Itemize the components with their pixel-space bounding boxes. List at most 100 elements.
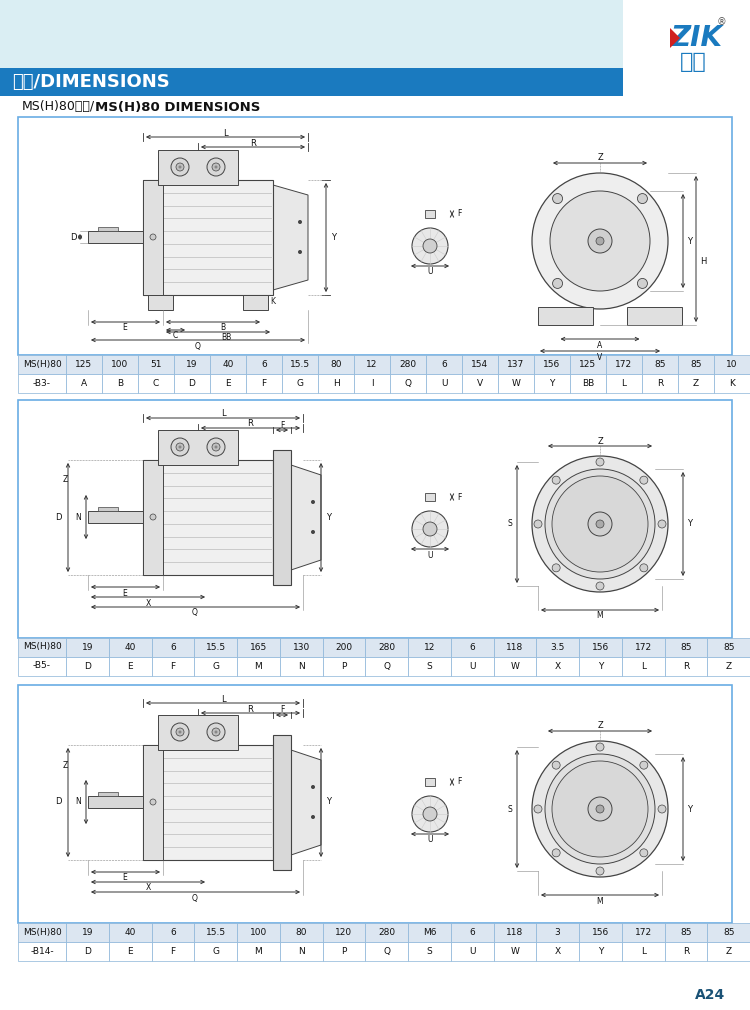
- Circle shape: [532, 741, 668, 877]
- Text: 85: 85: [690, 360, 702, 369]
- Circle shape: [640, 476, 648, 484]
- Text: 10: 10: [726, 360, 738, 369]
- Circle shape: [552, 761, 648, 857]
- Text: S: S: [427, 662, 432, 671]
- Text: 19: 19: [82, 643, 93, 652]
- Bar: [143, 460, 163, 575]
- Circle shape: [171, 158, 189, 176]
- Bar: [622, 656, 664, 676]
- Text: N: N: [298, 947, 304, 956]
- Bar: [237, 656, 280, 676]
- Bar: [426, 374, 462, 393]
- Bar: [322, 656, 365, 676]
- Bar: [322, 638, 365, 657]
- Text: 172: 172: [616, 360, 632, 369]
- Text: L: L: [622, 379, 626, 388]
- Bar: [143, 745, 163, 860]
- Bar: [707, 942, 750, 961]
- Bar: [570, 374, 606, 393]
- Text: F: F: [280, 420, 284, 429]
- Text: N: N: [75, 798, 81, 807]
- Circle shape: [552, 848, 560, 856]
- Bar: [109, 942, 152, 961]
- Text: 200: 200: [335, 643, 352, 652]
- Text: 100: 100: [250, 928, 267, 937]
- Text: MS(H)80: MS(H)80: [22, 642, 62, 651]
- Text: Y: Y: [688, 519, 692, 528]
- Circle shape: [207, 438, 225, 456]
- Bar: [237, 942, 280, 961]
- Bar: [322, 923, 365, 942]
- Bar: [627, 307, 682, 325]
- Text: S: S: [508, 519, 512, 528]
- Text: U: U: [427, 835, 433, 844]
- Text: MS(H)80: MS(H)80: [22, 360, 62, 369]
- Text: D: D: [188, 379, 196, 388]
- Text: G: G: [212, 947, 219, 956]
- Bar: [678, 374, 714, 393]
- Text: Q: Q: [404, 379, 412, 388]
- Bar: [494, 656, 536, 676]
- Text: Z: Z: [725, 662, 732, 671]
- Circle shape: [638, 194, 647, 204]
- Text: M6: M6: [423, 928, 436, 937]
- Bar: [642, 355, 678, 374]
- Circle shape: [550, 191, 650, 291]
- Bar: [579, 638, 622, 657]
- Text: Z: Z: [597, 721, 603, 730]
- Text: 40: 40: [124, 928, 136, 937]
- Text: V: V: [477, 379, 483, 388]
- Text: 19: 19: [82, 928, 93, 937]
- Text: 15.5: 15.5: [206, 928, 226, 937]
- Polygon shape: [273, 185, 308, 290]
- Text: Q: Q: [192, 894, 198, 903]
- Bar: [365, 638, 408, 657]
- Text: R: R: [682, 947, 689, 956]
- Bar: [664, 923, 707, 942]
- Bar: [138, 355, 174, 374]
- Text: Y: Y: [549, 379, 555, 388]
- Text: 6: 6: [170, 643, 176, 652]
- Bar: [243, 295, 268, 310]
- Bar: [365, 923, 408, 942]
- Bar: [579, 656, 622, 676]
- Bar: [536, 656, 579, 676]
- Text: F: F: [457, 493, 461, 502]
- Text: B: B: [220, 323, 226, 332]
- Bar: [109, 656, 152, 676]
- Circle shape: [640, 762, 648, 770]
- Polygon shape: [291, 465, 321, 570]
- Text: E: E: [123, 323, 128, 332]
- Text: W: W: [512, 379, 520, 388]
- Bar: [707, 656, 750, 676]
- Bar: [66, 923, 109, 942]
- Text: 80: 80: [296, 928, 307, 937]
- Bar: [143, 180, 273, 295]
- Circle shape: [534, 520, 542, 528]
- Bar: [426, 355, 462, 374]
- Circle shape: [171, 438, 189, 456]
- Text: 3.5: 3.5: [550, 643, 565, 652]
- Text: M: M: [597, 611, 603, 620]
- Bar: [714, 355, 750, 374]
- Text: K: K: [729, 379, 735, 388]
- Bar: [152, 656, 194, 676]
- Circle shape: [596, 458, 604, 466]
- Circle shape: [588, 797, 612, 821]
- Bar: [98, 227, 118, 231]
- Text: X: X: [554, 662, 561, 671]
- Bar: [534, 374, 570, 393]
- Text: R: R: [247, 705, 253, 713]
- Text: X: X: [146, 599, 151, 607]
- Bar: [152, 942, 194, 961]
- Bar: [425, 778, 435, 786]
- Text: 40: 40: [124, 643, 136, 652]
- Circle shape: [171, 723, 189, 741]
- Bar: [18, 117, 732, 355]
- Text: 156: 156: [543, 360, 560, 369]
- Text: Q: Q: [383, 947, 390, 956]
- Circle shape: [423, 239, 437, 252]
- Bar: [158, 430, 238, 465]
- Circle shape: [552, 762, 560, 770]
- Text: Z: Z: [62, 476, 68, 485]
